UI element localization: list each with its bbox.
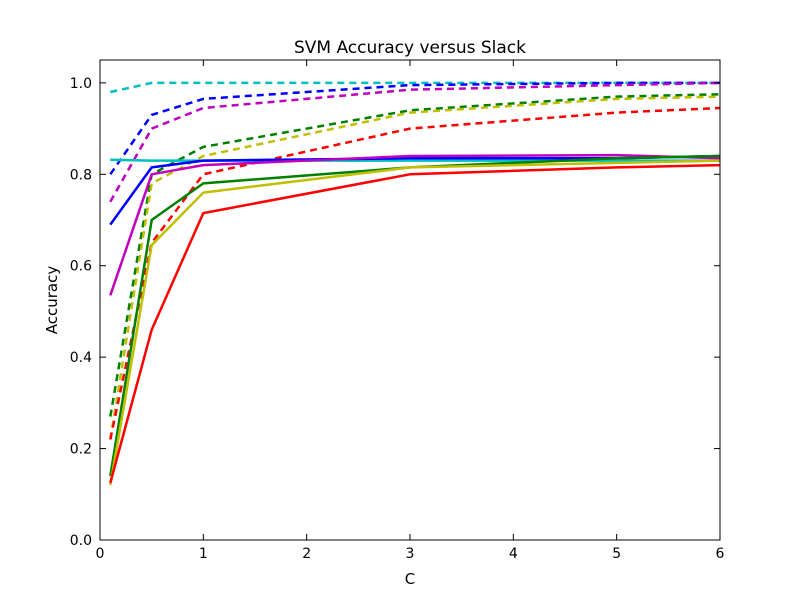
x-tick-label: 6 (716, 546, 725, 562)
x-axis-label: C (405, 570, 415, 588)
x-tick-label: 0 (96, 546, 105, 562)
series-line-10-solid (109, 154, 721, 477)
series-layer (109, 81, 721, 486)
y-tick-label: 0.4 (70, 350, 92, 366)
series-line-11-solid (109, 159, 721, 486)
plot-frame (99, 59, 721, 541)
series-line-9-solid (109, 153, 721, 296)
x-tick-label: 2 (302, 546, 311, 562)
series-line-12-solid (109, 163, 721, 484)
tick-layer: 0 1 2 3 4 5 6 0.0 0.2 0.4 0.6 0.8 1.0 (70, 60, 725, 562)
series-line-1-dashed (110, 81, 720, 94)
series-line-3-dashed (109, 81, 721, 203)
y-axis-label: Accuracy (43, 266, 61, 335)
y-tick-label: 0.0 (70, 533, 92, 549)
x-tick-label: 4 (509, 546, 518, 562)
x-tick-label: 3 (406, 546, 415, 562)
y-tick-label: 0.2 (70, 442, 92, 458)
y-tick-label: 1.0 (70, 76, 92, 92)
y-tick-label: 0.8 (70, 167, 92, 183)
chart-title: SVM Accuracy versus Slack (294, 38, 526, 58)
series-line-5-dashed (109, 95, 721, 440)
x-tick-label: 5 (612, 546, 621, 562)
series-line-2-dashed (109, 81, 720, 176)
y-tick-label: 0.6 (70, 259, 92, 275)
x-tick-label: 1 (199, 546, 208, 562)
series-line-4-dashed (109, 93, 721, 417)
series-line-6-dashed (109, 106, 721, 440)
